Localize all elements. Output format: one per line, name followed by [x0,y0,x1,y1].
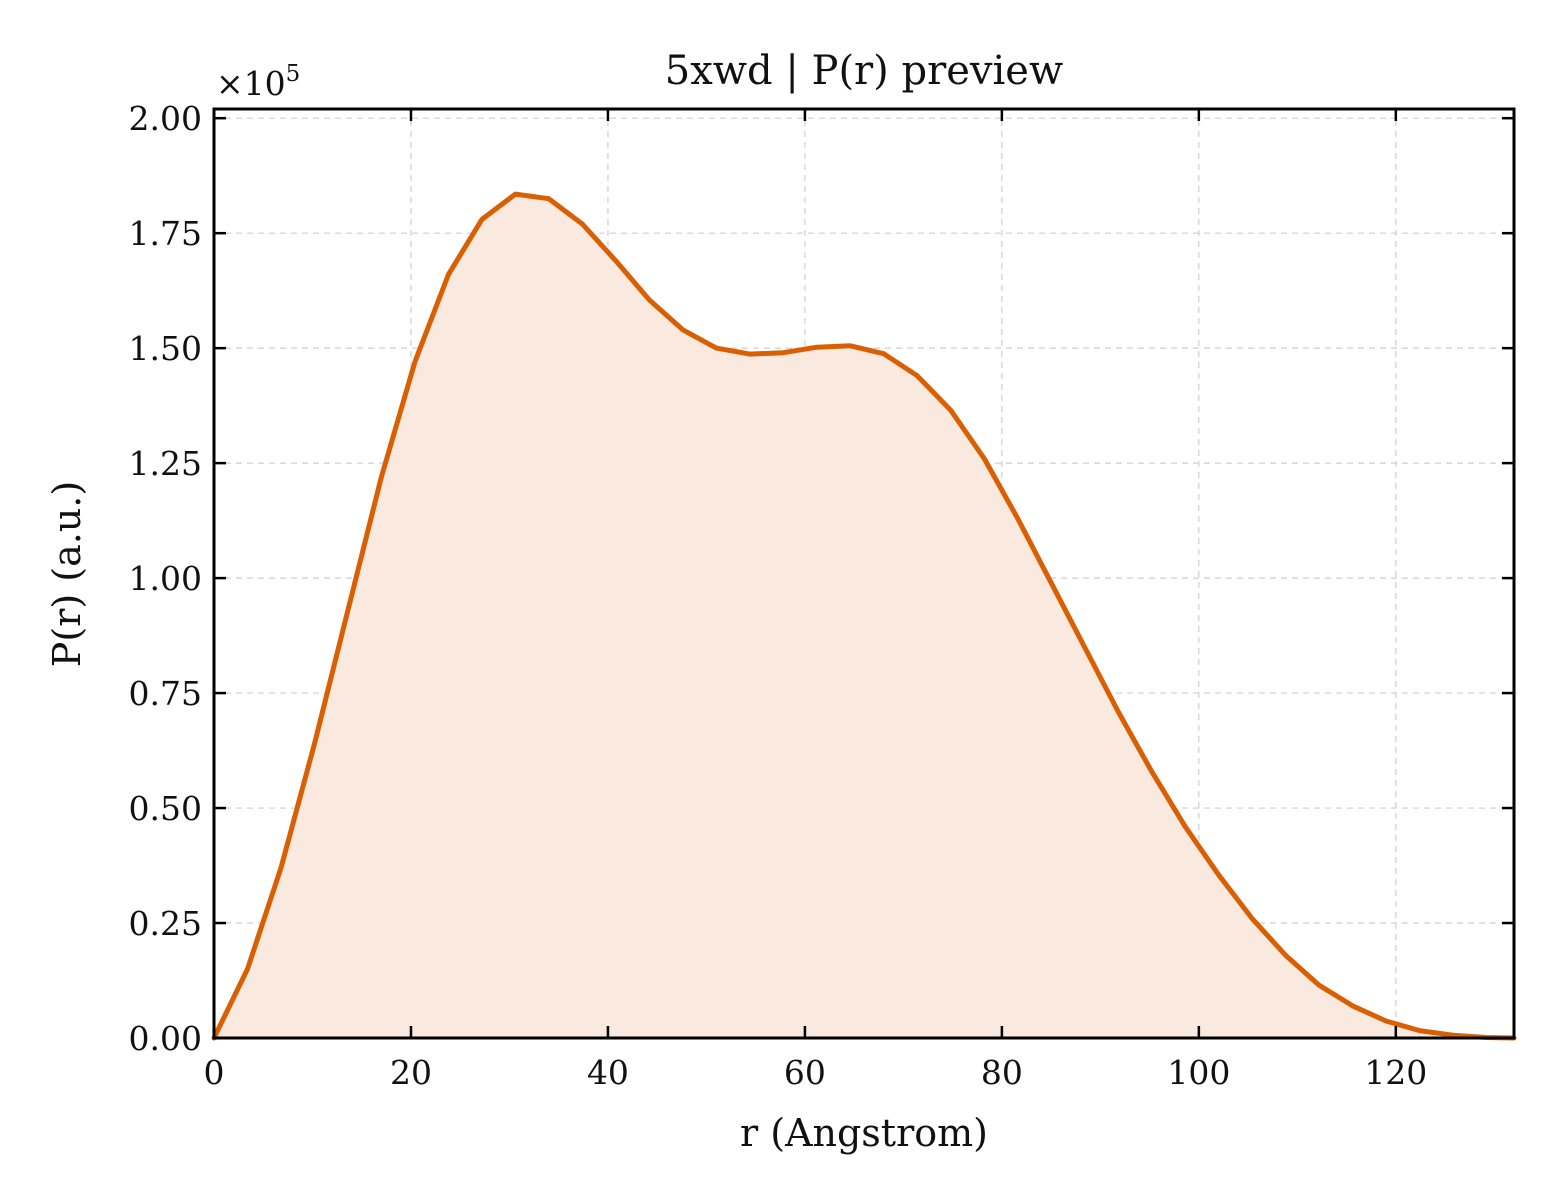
y-tick-label: 0.25 [129,904,202,943]
y-tick-label: 2.00 [129,99,202,138]
y-tick-label: 0.00 [129,1019,202,1058]
x-tick-label: 60 [784,1053,826,1092]
chart-title: 5xwd | P(r) preview [665,48,1063,94]
x-tick-label: 80 [981,1053,1023,1092]
y-tick-label: 1.00 [129,559,202,598]
pr-series-line [211,191,1517,1041]
x-tick-label: 0 [204,1053,225,1092]
y-tick-label: 1.75 [129,214,202,253]
x-tick-label: 20 [390,1053,432,1092]
y-axis-multiplier: ×105 [216,61,300,103]
y-axis-multiplier-base: ×10 [216,64,286,103]
y-tick-label: 1.50 [129,329,202,368]
x-tick-label: 120 [1364,1053,1427,1092]
y-tick-label: 0.75 [129,674,202,713]
x-axis-label: r (Angstrom) [740,1111,988,1155]
y-axis-label: P(r) (a.u.) [45,481,89,667]
y-tick-label: 0.50 [129,789,202,828]
x-tick-label: 40 [587,1053,629,1092]
x-tick-label: 100 [1167,1053,1230,1092]
pr-area-fill [214,194,1514,1039]
plot-frame [212,107,1516,1040]
x-axis: 0 20 40 60 80 100 120 [204,109,1427,1092]
y-tick-label: 1.25 [129,444,202,483]
y-axis-multiplier-exponent: 5 [286,61,301,87]
y-axis: 0.00 0.25 0.50 0.75 1.00 1.25 1.50 1.75 2.00 [129,99,1514,1058]
